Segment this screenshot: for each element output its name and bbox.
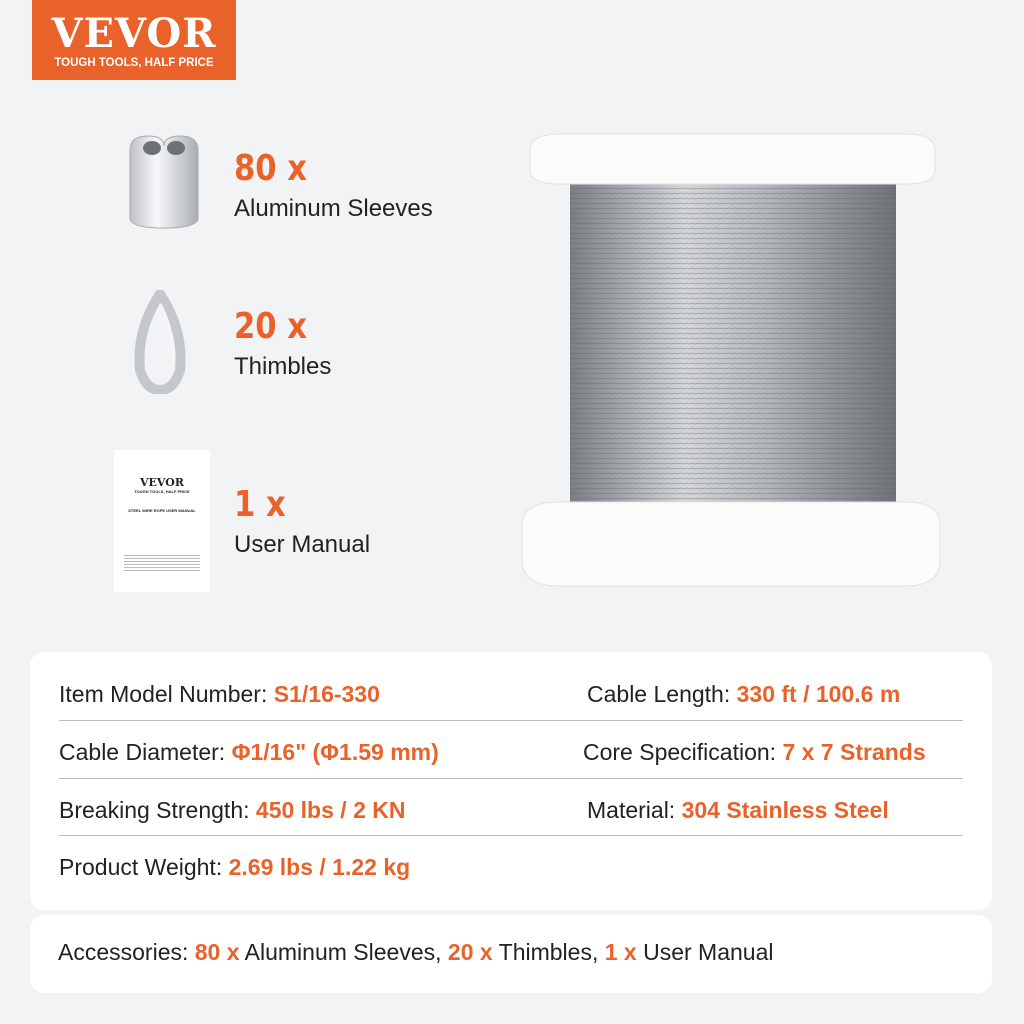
user-manual-image: VEVOR TOUGH TOOLS, HALF PRICE STEEL WIRE… (114, 450, 210, 592)
manual-brand: VEVOR (140, 476, 184, 489)
item-label: User Manual (234, 531, 371, 558)
spec-core-specification: Core Specification: 7 x 7 Strands (583, 739, 926, 765)
spec-product-weight: Product Weight: 2.69 lbs / 1.22 kg (59, 854, 411, 880)
spec-breaking-strength: Breaking Strength: 450 lbs / 2 KN (59, 797, 406, 823)
logo-tagline: TOUGH TOOLS, HALF PRICE (54, 57, 214, 69)
vevor-logo: VEVOR TOUGH TOOLS, HALF PRICE (32, 0, 236, 80)
spec-model-number: Item Model Number: S1/16-330 (59, 681, 380, 707)
item-thimbles: 20 x Thimbles (234, 306, 331, 381)
divider (59, 835, 963, 836)
manual-tagline: TOUGH TOOLS, HALF PRICE (134, 489, 190, 494)
spec-cable-length: Cable Length: 330 ft / 100.6 m (587, 681, 901, 707)
item-qty: 80 x (234, 148, 307, 189)
item-user-manual: 1 x User Manual (234, 484, 370, 559)
manual-title: STEEL WIRE ROPE USER MANUAL (128, 508, 196, 513)
item-label: Thimbles (234, 353, 332, 380)
divider (59, 778, 963, 779)
accessories-panel: Accessories: 80 x Aluminum Sleeves, 20 x… (30, 915, 992, 993)
spec-cable-diameter: Cable Diameter: Φ1/16" (Φ1.59 mm) (59, 739, 439, 765)
thimble-image (134, 290, 186, 394)
spec-material: Material: 304 Stainless Steel (587, 797, 889, 823)
logo-brand: VEVOR (51, 10, 217, 57)
aluminum-sleeve-image (129, 135, 199, 229)
item-aluminum-sleeves: 80 x Aluminum Sleeves (234, 148, 433, 223)
item-label: Aluminum Sleeves (234, 195, 433, 222)
divider (59, 720, 963, 721)
wire-rope-spool-image (521, 133, 941, 587)
specifications-panel (30, 652, 992, 910)
item-qty: 20 x (234, 306, 307, 347)
item-qty: 1 x (234, 484, 286, 525)
